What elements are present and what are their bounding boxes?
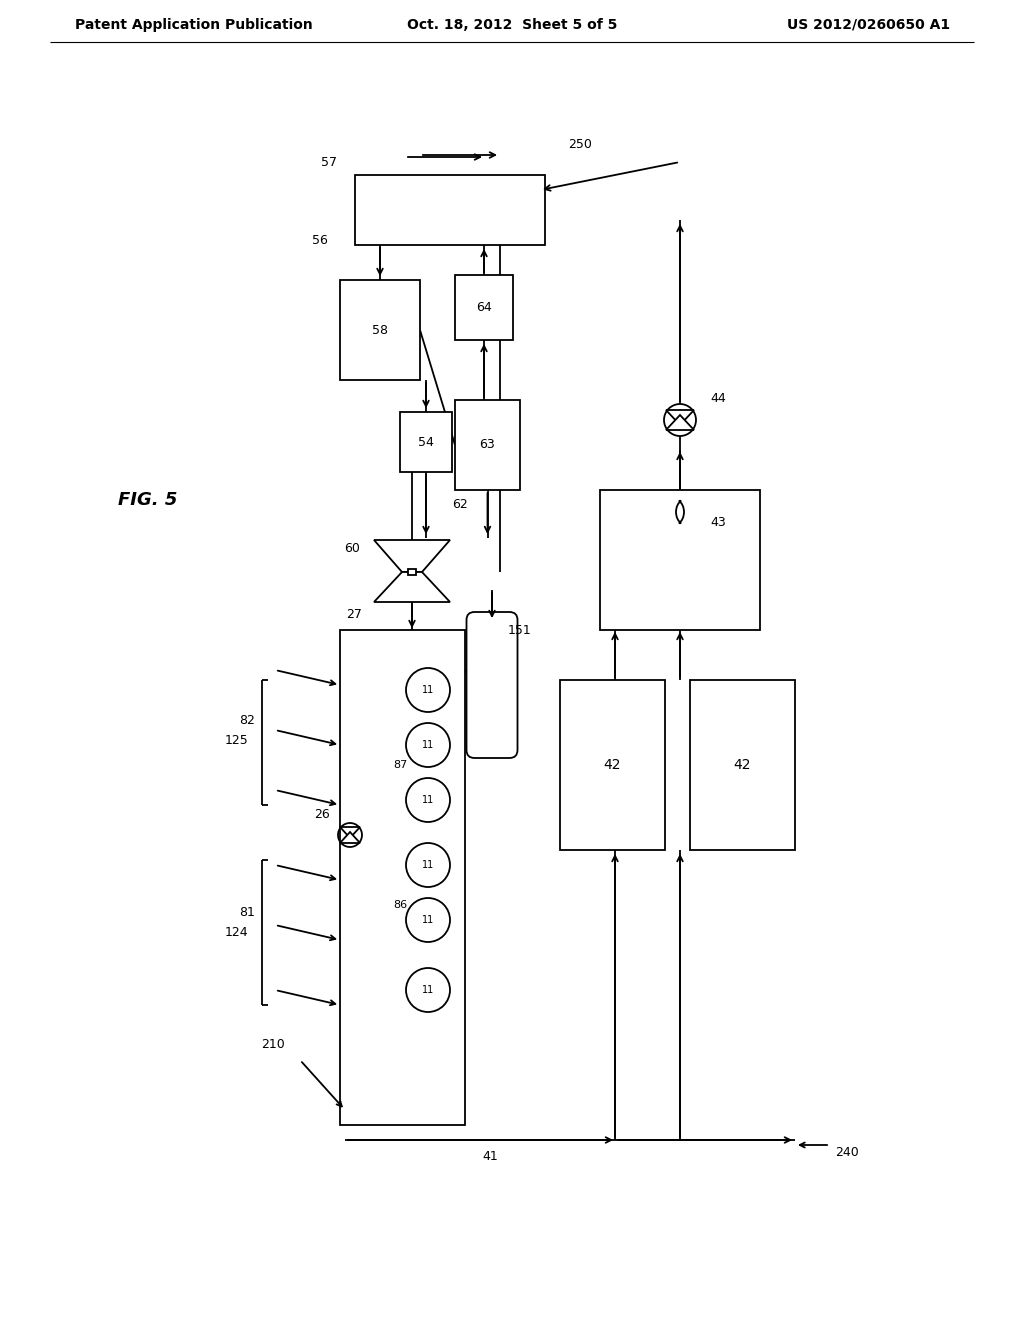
Text: 62: 62 — [453, 498, 468, 511]
Circle shape — [406, 843, 450, 887]
Text: 81: 81 — [240, 906, 255, 919]
Bar — [340, 630, 465, 1125]
Text: 41: 41 — [482, 1151, 498, 1163]
Text: 11: 11 — [422, 985, 434, 995]
Bar — [690, 680, 795, 850]
Polygon shape — [666, 411, 694, 425]
Bar — [560, 680, 665, 850]
Text: 11: 11 — [422, 915, 434, 925]
Polygon shape — [340, 828, 360, 838]
Text: 44: 44 — [710, 392, 726, 404]
Text: 125: 125 — [224, 734, 248, 747]
Text: US 2012/0260650 A1: US 2012/0260650 A1 — [786, 18, 950, 32]
Circle shape — [406, 777, 450, 822]
FancyBboxPatch shape — [467, 612, 517, 758]
Text: 64: 64 — [476, 301, 492, 314]
Text: 240: 240 — [835, 1146, 859, 1159]
Text: 58: 58 — [372, 323, 388, 337]
Text: 63: 63 — [479, 438, 496, 451]
Bar — [400, 412, 452, 473]
Text: 11: 11 — [422, 741, 434, 750]
Text: Oct. 18, 2012  Sheet 5 of 5: Oct. 18, 2012 Sheet 5 of 5 — [407, 18, 617, 32]
Bar — [355, 176, 545, 246]
Text: 42: 42 — [734, 758, 752, 772]
Polygon shape — [374, 572, 450, 602]
Text: 210: 210 — [261, 1039, 285, 1052]
Text: 43: 43 — [710, 516, 726, 528]
Polygon shape — [340, 832, 360, 843]
Text: 27: 27 — [346, 607, 361, 620]
Text: 42: 42 — [604, 758, 622, 772]
Text: 60: 60 — [344, 541, 360, 554]
Text: 87: 87 — [393, 760, 408, 770]
Text: 250: 250 — [568, 139, 592, 152]
Text: 11: 11 — [422, 861, 434, 870]
Text: 54: 54 — [418, 436, 434, 449]
Bar — [408, 569, 416, 576]
Text: 151: 151 — [508, 623, 531, 636]
Polygon shape — [666, 414, 694, 430]
Bar — [600, 490, 760, 630]
Text: 56: 56 — [312, 234, 328, 247]
Polygon shape — [374, 540, 450, 572]
Bar — [340, 280, 420, 380]
Text: 57: 57 — [321, 157, 337, 169]
Text: 26: 26 — [314, 808, 330, 821]
Circle shape — [406, 723, 450, 767]
Circle shape — [406, 668, 450, 711]
Text: 82: 82 — [240, 714, 255, 726]
Circle shape — [406, 968, 450, 1012]
Text: 86: 86 — [393, 900, 408, 909]
Text: Patent Application Publication: Patent Application Publication — [75, 18, 312, 32]
Bar — [455, 400, 520, 490]
Text: 124: 124 — [224, 925, 248, 939]
Text: 11: 11 — [422, 795, 434, 805]
Bar — [455, 275, 513, 341]
Text: FIG. 5: FIG. 5 — [119, 491, 178, 510]
Circle shape — [406, 898, 450, 942]
Text: 11: 11 — [422, 685, 434, 696]
